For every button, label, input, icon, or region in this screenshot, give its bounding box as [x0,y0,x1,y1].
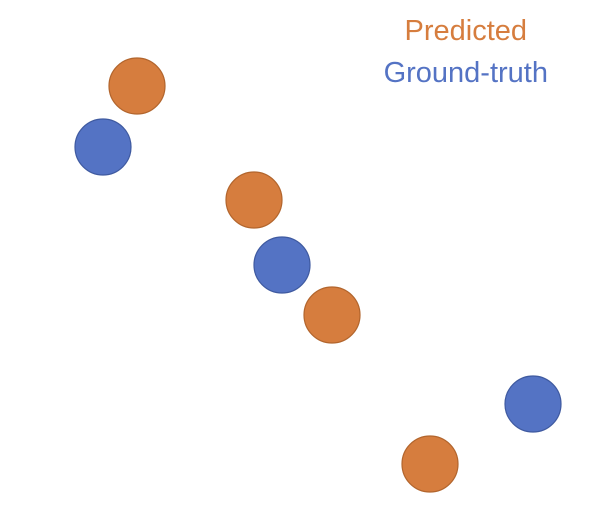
legend-ground-truth-label: Ground-truth [383,57,548,89]
predicted-point-1 [108,57,166,115]
ground-truth-point-1 [74,118,132,176]
predicted-points-group [108,57,459,493]
legend-predicted-label: Predicted [404,15,528,47]
predicted-point-4 [401,435,459,493]
legend: Predicted Ground-truth [384,10,548,94]
predicted-point-3 [303,286,361,344]
ground-truth-point-3 [504,375,562,433]
predicted-point-2 [225,171,283,229]
ground-truth-point-2 [253,236,311,294]
ground-truth-points-group [74,118,562,433]
